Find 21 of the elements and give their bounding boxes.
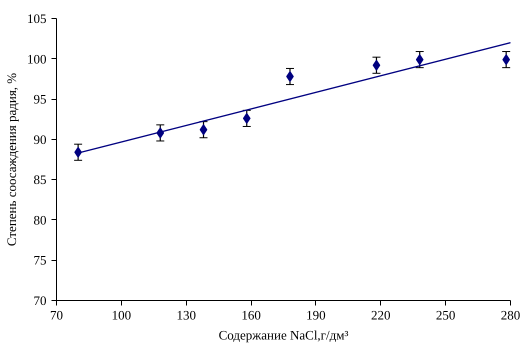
y-tick-label: 90 <box>34 132 46 147</box>
y-tick-label: 105 <box>27 11 46 26</box>
y-tick-label: 95 <box>34 92 46 107</box>
point <box>502 54 510 66</box>
x-tick-label: 250 <box>436 308 456 322</box>
x-tick-label: 190 <box>306 308 326 322</box>
point <box>242 112 251 124</box>
x-tick-label: 220 <box>371 308 391 322</box>
x-tick-label: 130 <box>176 308 196 322</box>
y-axis-title: Степень соосаждения радия, % <box>4 72 19 246</box>
y-tick-label: 75 <box>34 252 46 268</box>
y-tick-label: 70 <box>34 293 46 308</box>
y-tick-label: 80 <box>34 212 46 228</box>
x-tick-label: 100 <box>112 308 132 322</box>
x-tick-label: 70 <box>50 308 63 322</box>
x-axis-title: Содержание NaCl,г/дм³ <box>218 328 348 342</box>
point <box>416 54 424 66</box>
y-tick-label: 85 <box>34 172 46 188</box>
x-tick-label: 280 <box>500 308 520 322</box>
x-tick-label: 160 <box>241 308 261 322</box>
y-tick-label: 100 <box>27 51 46 66</box>
